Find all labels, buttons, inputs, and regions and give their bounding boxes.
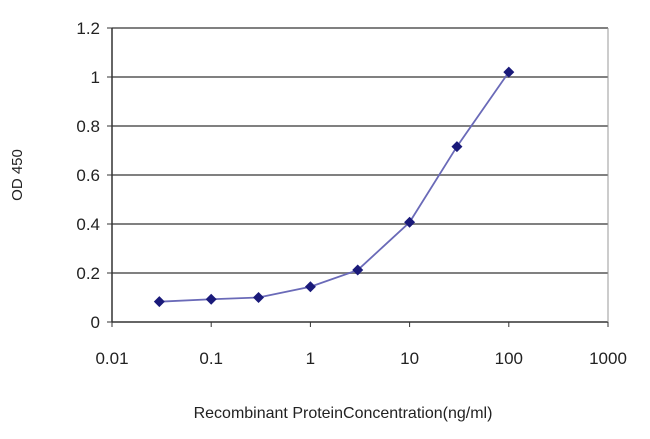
y-tick-label: 0.2 (76, 264, 100, 283)
y-tick-label: 0.4 (76, 215, 100, 234)
data-point (451, 141, 463, 153)
data-point (503, 66, 515, 78)
y-tick-label: 0.8 (76, 117, 100, 136)
x-tick-label: 1000 (589, 349, 627, 368)
data-point (205, 293, 217, 305)
y-tick-label: 0.6 (76, 166, 100, 185)
data-point (304, 281, 316, 293)
y-axis-label: OD 450 (9, 149, 26, 201)
y-tick-label: 1.2 (76, 19, 100, 38)
x-tick-label: 0.01 (95, 349, 128, 368)
x-axis-label: Recombinant ProteinConcentration(ng/ml) (194, 405, 493, 422)
series-line (159, 71, 510, 303)
data-point (153, 296, 165, 308)
data-point (352, 264, 364, 276)
x-tick-label: 0.1 (199, 349, 223, 368)
y-tick-label: 1 (91, 68, 100, 87)
x-tick-label: 100 (495, 349, 523, 368)
y-tick-label: 0 (91, 313, 100, 332)
data-point (253, 292, 265, 303)
x-tick-label: 10 (400, 349, 419, 368)
data-point (404, 216, 416, 228)
x-tick-label: 1 (306, 349, 315, 368)
